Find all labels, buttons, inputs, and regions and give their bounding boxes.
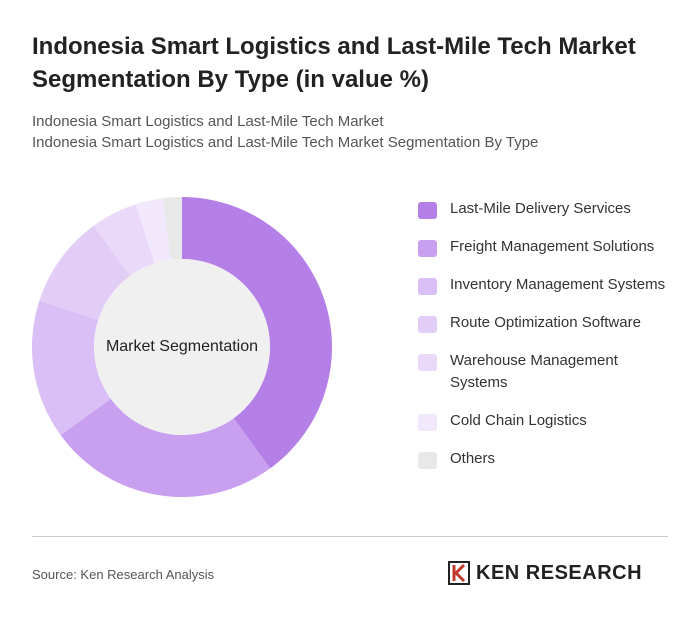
legend-swatch — [418, 202, 437, 219]
donut-segment — [32, 300, 111, 436]
brand-logo: KEN RESEARCH — [448, 561, 642, 585]
legend-swatch — [418, 278, 437, 295]
legend-swatch — [418, 240, 437, 257]
legend-item: Cold Chain Logistics — [418, 410, 678, 432]
donut-chart: Market Segmentation — [32, 197, 332, 497]
legend-item: Last-Mile Delivery Services — [418, 198, 678, 220]
legend-item: Route Optimization Software — [418, 312, 678, 334]
brand-text: KEN RESEARCH — [476, 561, 643, 584]
brand-icon — [448, 561, 470, 585]
legend-label: Warehouse Management Systems — [450, 352, 618, 391]
source: Source: Ken Research Analysis — [32, 567, 215, 582]
legend-item: Others — [418, 448, 678, 470]
legend-label: Others — [450, 450, 496, 467]
legend-item: Inventory Management Systems — [418, 274, 678, 296]
subtitle: Indonesia Smart Logistics and Last-Mile … — [32, 113, 384, 130]
chart-title: Indonesia Smart Logistics and Last-Mile … — [32, 33, 636, 93]
legend-swatch — [418, 316, 437, 333]
legend: Last-Mile Delivery Services Freight Manag… — [418, 198, 678, 486]
donut-segment — [135, 198, 171, 264]
donut-segment — [60, 398, 271, 497]
donut-center — [94, 259, 270, 435]
legend-item: Warehouse Management Systems — [418, 350, 678, 394]
legend-item: Freight Management Solutions — [418, 236, 678, 258]
donut-segment — [39, 225, 131, 320]
legend-label: Cold Chain Logistics — [450, 412, 587, 429]
divider — [32, 536, 668, 537]
legend-label: Last-Mile Delivery Services — [450, 200, 631, 217]
legend-swatch — [418, 354, 437, 371]
legend-label: Freight Management Solutions — [450, 238, 655, 255]
donut-segment — [182, 197, 332, 469]
legend-label: Inventory Management Systems — [450, 276, 666, 293]
legend-swatch — [418, 414, 437, 431]
donut-segment — [163, 197, 182, 260]
legend-label: Route Optimization Software — [450, 314, 641, 331]
donut-segment — [93, 204, 155, 276]
center-label: Market Segmentation — [106, 338, 258, 355]
subtitle: Indonesia Smart Logistics and Last-Mile … — [32, 134, 539, 151]
legend-swatch — [418, 452, 437, 469]
